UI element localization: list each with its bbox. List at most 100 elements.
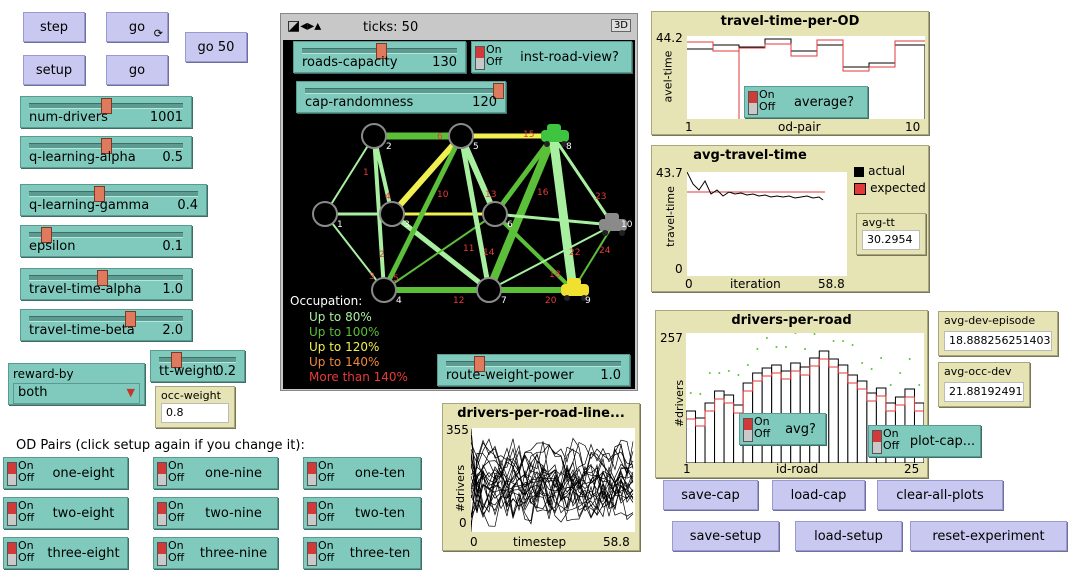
load-setup-button[interactable]: load-setup [795, 521, 902, 551]
cap-point [718, 372, 721, 374]
switch-toggle[interactable] [748, 91, 758, 115]
switch-off-text: Off [18, 511, 35, 524]
roads-capacity-slider[interactable]: roads-capacity 130 [293, 41, 466, 73]
go-button[interactable]: go [106, 55, 168, 85]
slider-knob[interactable] [101, 98, 112, 114]
save-setup-button[interactable]: save-setup [672, 521, 779, 551]
slider-knob[interactable] [376, 43, 387, 59]
switch-toggle[interactable] [7, 502, 17, 526]
slider-knob[interactable] [97, 270, 108, 286]
series-line [470, 461, 634, 500]
switch-toggle[interactable] [307, 542, 317, 566]
switch-toggle[interactable] [157, 462, 167, 486]
travel-time-alpha-slider[interactable]: travel-time-alpha 1.0 [20, 268, 192, 300]
slider-track [446, 361, 621, 367]
setup-button[interactable]: setup [23, 55, 85, 85]
plot-ymax: 43.7 [656, 166, 683, 180]
cap-point [737, 374, 740, 376]
bar [809, 357, 820, 464]
plot-ymax: 257 [660, 331, 683, 345]
q-learning-gamma-slider[interactable]: q-learning-gamma 0.4 [20, 184, 207, 216]
series-line [470, 442, 634, 483]
plot-ylabel: travel-time [663, 186, 677, 247]
switch-toggle[interactable] [307, 462, 317, 486]
step-button[interactable]: step [23, 12, 85, 42]
legend-label: actual [868, 164, 906, 178]
go-forever-button[interactable]: go ⟳ [106, 12, 168, 42]
legend-list: Up to 80% Up to 100% Up to 120% Up to 140% M… [309, 310, 408, 385]
switch-toggle[interactable] [7, 542, 17, 566]
plot-xmin: 1 [685, 120, 693, 134]
slider-knob[interactable] [493, 83, 504, 99]
travel-time-beta-slider[interactable]: travel-time-beta 2.0 [20, 309, 192, 341]
tt-weight-slider[interactable]: tt-weight 0.2 [150, 350, 245, 382]
epsilon-slider[interactable]: epsilon 0.1 [20, 225, 192, 257]
plot-title: travel-time-per-OD [720, 14, 860, 29]
switch-label: plot-cap... [909, 433, 976, 449]
od-switch-two-ten[interactable]: On Off two-ten [303, 497, 421, 529]
od-switch-three-nine[interactable]: On Off three-nine [153, 537, 278, 569]
switch-toggle[interactable] [157, 502, 167, 526]
go-50-button[interactable]: go 50 [185, 32, 247, 62]
average-switch[interactable]: On Off average? [744, 86, 868, 118]
legend-item: More than 140% [309, 370, 408, 384]
legend-label: expected [870, 181, 926, 195]
plot-xmax: 10 [905, 120, 921, 134]
three-d-button[interactable]: 3D [610, 19, 631, 32]
od-switch-two-eight[interactable]: On Off two-eight [3, 497, 128, 529]
switch-off-text: Off [883, 439, 900, 452]
toolbar-arrows-icon[interactable]: ◪◂▸▴ [287, 18, 322, 34]
num-drivers-slider[interactable]: num-drivers 1001 [20, 96, 192, 128]
series-line [470, 437, 634, 478]
od-switch-one-ten[interactable]: On Off one-ten [303, 457, 421, 489]
avg-travel-time-plot: avg-travel-time 43.7 travel-time 0 0 ite… [651, 145, 929, 292]
plot-ymax: 355 [446, 423, 469, 437]
slider-label: cap-randomness [305, 95, 414, 110]
cap-point [727, 370, 730, 372]
occ-weight-input[interactable]: occ-weight 0.8 [155, 386, 235, 428]
reward-by-chooser[interactable]: reward-by both ▼ [8, 363, 145, 405]
switch-label: one-ten [354, 465, 406, 481]
load-cap-button[interactable]: load-cap [772, 480, 865, 510]
route-weight-power-slider[interactable]: route-weight-power 1.0 [437, 354, 630, 386]
node-label: 5 [473, 142, 479, 152]
switch-on-text: On [18, 539, 34, 552]
od-switch-one-nine[interactable]: On Off one-nine [153, 457, 278, 489]
switch-toggle[interactable] [307, 502, 317, 526]
switch-off-text: Off [318, 511, 335, 524]
switch-toggle[interactable] [743, 418, 753, 442]
cap-point [842, 340, 845, 342]
slider-value: 1001 [149, 110, 183, 125]
slider-track [29, 191, 198, 197]
switch-toggle[interactable] [157, 542, 167, 566]
plot-cap-switch[interactable]: On Off plot-cap... [868, 425, 981, 457]
avg-switch[interactable]: On Off avg? [739, 413, 826, 445]
plot-canvas [686, 171, 825, 201]
slider-knob[interactable] [101, 138, 112, 154]
od-switch-one-eight[interactable]: On Off one-eight [3, 457, 128, 489]
od-switch-three-eight[interactable]: On Off three-eight [3, 537, 128, 569]
reset-experiment-button[interactable]: reset-experiment [910, 521, 1067, 551]
save-cap-button[interactable]: save-cap [663, 480, 758, 510]
clear-all-plots-button[interactable]: clear-all-plots [877, 480, 1003, 510]
chooser-value-box[interactable]: both ▼ [13, 383, 140, 404]
bar [818, 350, 830, 464]
slider-knob[interactable] [41, 227, 52, 243]
inst-road-view-switch[interactable]: On Off inst-road-view? [471, 41, 632, 73]
q-learning-alpha-slider[interactable]: q-learning-alpha 0.5 [20, 136, 192, 168]
cap-randomness-slider[interactable]: cap-randomness 120 [296, 81, 506, 113]
switch-toggle[interactable] [872, 430, 882, 454]
monitor-label: avg-tt [862, 216, 895, 229]
input-value[interactable]: 0.8 [161, 403, 229, 423]
slider-label: q-learning-gamma [29, 198, 150, 213]
slider-knob[interactable] [474, 356, 485, 372]
switch-toggle[interactable] [475, 46, 485, 70]
slider-knob[interactable] [94, 186, 105, 202]
slider-knob[interactable] [125, 311, 136, 327]
plot-xmin: 0 [685, 277, 693, 291]
cap-point [851, 344, 854, 346]
od-switch-two-nine[interactable]: On Off two-nine [153, 497, 278, 529]
switch-toggle[interactable] [7, 462, 17, 486]
slider-knob[interactable] [171, 352, 182, 368]
od-switch-three-ten[interactable]: On Off three-ten [303, 537, 421, 569]
